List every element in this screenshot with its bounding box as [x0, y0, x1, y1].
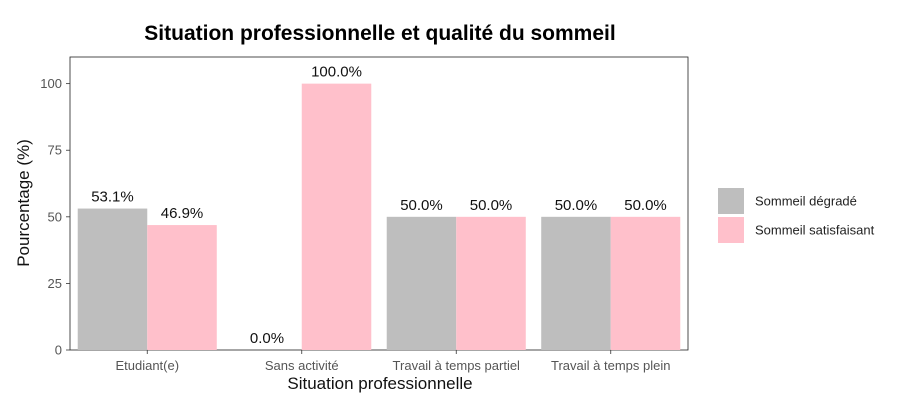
- x-tick-label: Travail à temps plein: [551, 358, 670, 373]
- bar: [77, 208, 148, 350]
- data-labels: 53.1% 46.9% 0.0% 100.0% 50.0% 50.0% 50.0% 50.0%: [91, 64, 667, 347]
- y-tick-label: 50: [48, 209, 62, 224]
- data-label: 0.0%: [250, 330, 284, 347]
- bar: [456, 216, 526, 350]
- y-tick-label: 100: [40, 76, 62, 91]
- x-axis: Etudiant(e) Sans activité Travail à temps …: [115, 350, 670, 373]
- bar: [301, 83, 372, 351]
- y-tick-label: 25: [48, 276, 62, 291]
- x-tick-label: Etudiant(e): [115, 358, 179, 373]
- legend-label: Sommeil dégradé: [755, 194, 857, 209]
- data-label: 46.9%: [161, 205, 204, 222]
- bar: [147, 225, 217, 350]
- legend-label: Sommeil satisfaisant: [755, 223, 875, 238]
- bar: [386, 216, 457, 350]
- bar: [541, 216, 611, 350]
- x-axis-title: Situation professionnelle: [287, 374, 472, 393]
- bars: [77, 83, 681, 351]
- legend-swatch: [718, 217, 744, 243]
- bar: [610, 216, 681, 350]
- legend: Sommeil dégradé Sommeil satisfaisant: [718, 188, 875, 243]
- y-tick-label: 75: [48, 143, 62, 158]
- x-tick-label: Sans activité: [265, 358, 339, 373]
- y-axis: 0 25 50 75 100: [40, 76, 70, 358]
- data-label: 50.0%: [555, 197, 598, 214]
- y-tick-label: 0: [55, 343, 62, 358]
- data-label: 100.0%: [311, 64, 362, 81]
- data-label: 53.1%: [91, 189, 134, 206]
- chart-title: Situation professionnelle et qualité du …: [144, 22, 615, 45]
- x-tick-label: Travail à temps partiel: [393, 358, 521, 373]
- y-axis-title: Pourcentage (%): [14, 139, 33, 267]
- legend-swatch: [718, 188, 744, 214]
- data-label: 50.0%: [470, 197, 513, 214]
- data-label: 50.0%: [400, 197, 443, 214]
- data-label: 50.0%: [624, 197, 667, 214]
